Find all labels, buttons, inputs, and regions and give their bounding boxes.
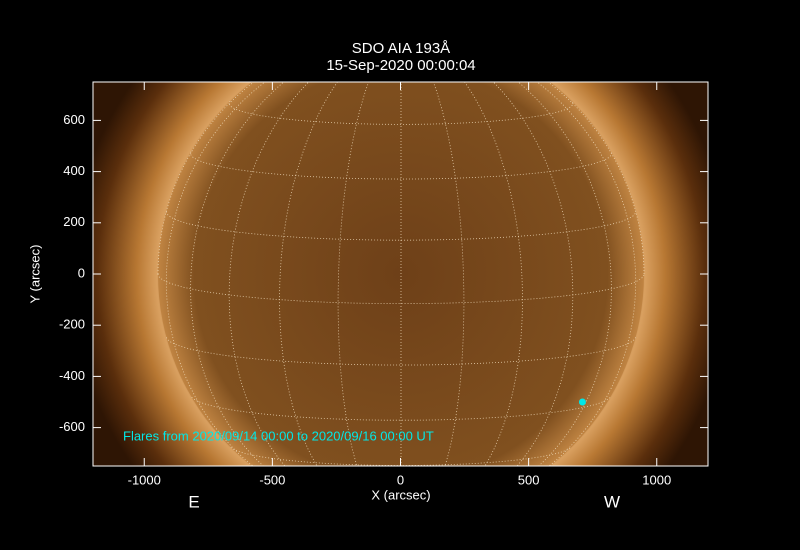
chart-title: SDO AIA 193Å [352,40,450,57]
x-axis-label: X (arcsec) [371,487,430,502]
chart-subtitle: 15-Sep-2020 00:00:04 [326,57,475,74]
west-label: W [604,492,620,511]
y-tick-label: 600 [63,112,85,127]
y-tick-label: 200 [63,214,85,229]
grid-line [337,82,370,466]
x-tick-label: -500 [259,472,285,487]
grid-line [547,82,645,275]
grid-line [165,82,266,466]
grid-line [157,273,645,305]
grid-line [536,82,637,466]
grid-line [346,511,457,515]
flare-note: Flares from 2020/09/14 00:00 to 2020/09/… [123,428,434,443]
flare-point [578,398,586,406]
grid-line [279,82,338,466]
grid-line [165,211,637,241]
grid-line [517,82,612,466]
y-tick-label: -600 [59,419,85,434]
solar-image [93,82,708,515]
grid-line [190,82,285,466]
grid-line [492,82,574,466]
y-axis-label: Y (arcsec) [27,245,42,304]
x-tick-label: 1000 [642,472,671,487]
grid-line [228,82,310,466]
grid-line [191,397,611,421]
grid-line [230,447,572,466]
grid-line [432,82,465,466]
x-tick-label: 500 [518,472,540,487]
x-tick-label: -1000 [128,472,161,487]
y-tick-label: 400 [63,163,85,178]
y-tick-label: -200 [59,317,85,332]
grid-line [464,82,523,466]
y-tick-label: -400 [59,368,85,383]
x-tick-label: 0 [397,472,404,487]
heliographic-grid [157,82,645,515]
east-label: E [188,492,199,511]
y-tick-label: 0 [78,265,85,280]
grid-line [157,82,255,275]
grid-line [228,101,574,125]
